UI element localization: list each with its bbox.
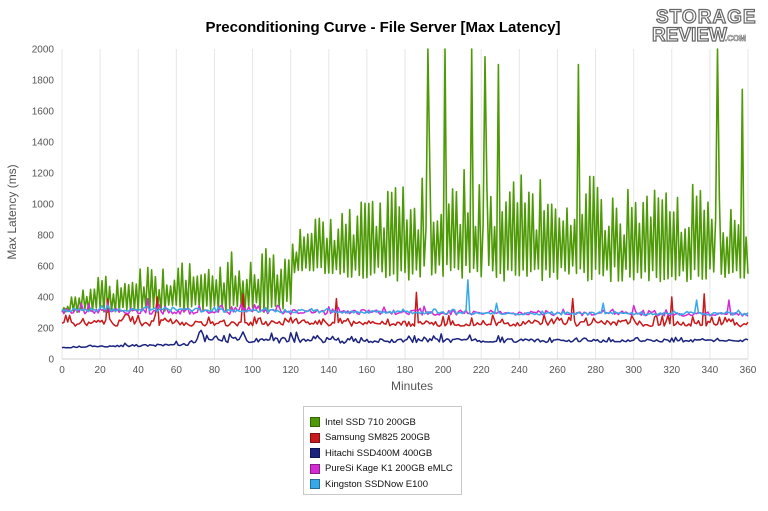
y-tick-label: 0 — [48, 355, 54, 366]
x-tick-label: 300 — [625, 365, 642, 376]
series-line-2 — [61, 329, 749, 349]
legend-item: Samsung SM825 200GB — [310, 431, 430, 445]
y-tick-label: 1000 — [32, 200, 55, 211]
x-tick-labels: 0 20 40 60 80 100 120 140 160 180 200 220 240 260 280 3… — [59, 365, 757, 376]
legend: Intel SSD 710 200GB Samsung SM825 200GB Hi… — [303, 406, 462, 495]
logo-suffix: .COM — [725, 34, 746, 43]
x-tick-label: 120 — [282, 365, 299, 376]
y-tick-label: 200 — [37, 324, 54, 335]
x-tick-label: 140 — [320, 365, 337, 376]
legend-swatch — [310, 479, 320, 489]
x-tick-label: 80 — [209, 365, 221, 376]
series-line-1 — [61, 291, 749, 328]
legend-swatch — [310, 417, 320, 427]
series-lines — [61, 48, 749, 349]
legend-item: Intel SSD 710 200GB — [310, 415, 416, 429]
y-tick-label: 1400 — [32, 138, 55, 149]
y-tick-labels: 0 200 400 600 800 1000 1200 1400 1600 1800 2000 — [32, 45, 55, 366]
x-tick-label: 280 — [587, 365, 604, 376]
legend-label: Kingston SSDNow E100 — [325, 478, 428, 490]
x-tick-label: 180 — [397, 365, 414, 376]
y-tick-label: 800 — [37, 231, 54, 242]
x-tick-label: 60 — [171, 365, 183, 376]
legend-label: Hitachi SSD400M 400GB — [325, 447, 433, 459]
legend-swatch — [310, 432, 320, 443]
legend-swatch — [310, 463, 320, 474]
y-tick-label: 600 — [37, 262, 54, 273]
x-tick-label: 40 — [133, 365, 145, 376]
series-line-4 — [61, 279, 749, 317]
x-tick-label: 340 — [702, 365, 719, 376]
logo-line2: REVIEW — [652, 25, 727, 46]
x-tick-label: 260 — [549, 365, 566, 376]
x-tick-label: 320 — [663, 365, 680, 376]
x-tick-label: 160 — [359, 365, 376, 376]
legend-item: Hitachi SSD400M 400GB — [310, 446, 432, 460]
logo-line1: STORAGE — [656, 7, 757, 28]
legend-item: PureSi Kage K1 200GB eMLC — [310, 462, 453, 476]
y-axis-label: Max Latency (ms) — [5, 164, 19, 259]
x-tick-label: 100 — [244, 365, 261, 376]
storage-review-logo: STORAGE REVIEW .COM — [651, 6, 757, 46]
legend-swatch — [310, 448, 320, 458]
x-tick-label: 0 — [59, 365, 65, 376]
x-tick-label: 200 — [435, 365, 452, 376]
y-tick-label: 400 — [37, 293, 54, 304]
legend-label: Samsung SM825 200GB — [325, 432, 431, 443]
x-tick-label: 220 — [473, 365, 490, 376]
x-tick-label: 240 — [511, 365, 528, 376]
chart-title: Preconditioning Curve - File Server [Max… — [205, 19, 560, 36]
legend-item: Kingston SSDNow E100 — [310, 477, 428, 491]
y-tick-label: 1200 — [32, 169, 55, 180]
series-line-0 — [61, 48, 749, 314]
y-tick-label: 1800 — [32, 76, 55, 87]
y-tick-label: 2000 — [32, 45, 55, 56]
legend-label: Intel SSD 710 200GB — [325, 416, 416, 428]
y-tick-label: 1600 — [32, 107, 55, 118]
x-axis-label: Minutes — [391, 379, 433, 393]
legend-label: PureSi Kage K1 200GB eMLC — [325, 463, 453, 474]
x-tick-label: 20 — [95, 365, 107, 376]
x-tick-label: 360 — [740, 365, 757, 376]
